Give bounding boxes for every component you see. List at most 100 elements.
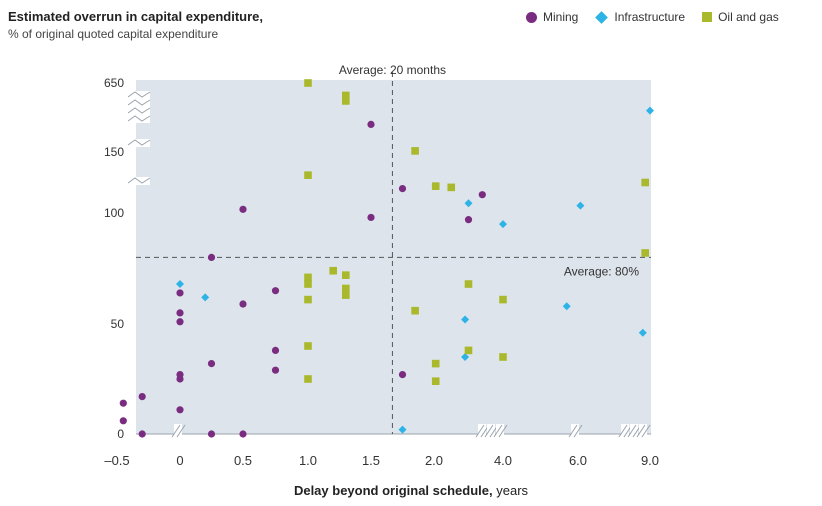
point-mining — [271, 287, 280, 295]
average-delay-label: Average: 20 months — [339, 63, 446, 77]
point-oil-and-gas — [431, 182, 440, 190]
point-mining — [478, 191, 486, 199]
x-axis-break-gap — [630, 424, 638, 438]
chart-title: Estimated overrun in capital expenditure… — [8, 9, 264, 24]
point-oil-and-gas — [464, 280, 473, 288]
y-tick-label: 650 — [104, 76, 124, 90]
x-tick-label: 1.5 — [362, 453, 380, 468]
point-oil-and-gas — [329, 266, 337, 275]
point-mining — [176, 375, 184, 383]
point-mining — [207, 360, 216, 368]
point-oil-and-gas — [304, 280, 312, 288]
point-mining — [176, 289, 184, 297]
point-mining — [367, 213, 375, 222]
point-mining — [398, 185, 407, 193]
legend-item-oil-and-gas: Oil and gas — [702, 10, 779, 24]
y-tick-label: 150 — [104, 145, 124, 159]
point-oil-and-gas — [342, 271, 350, 279]
x-axis-break-mark — [484, 424, 494, 438]
x-axis-break-gap — [174, 424, 182, 438]
legend-label-oil-and-gas: Oil and gas — [718, 10, 779, 24]
y-axis-break-mark — [127, 115, 151, 122]
x-axis-break-mark — [618, 424, 628, 438]
point-infrastructure — [201, 293, 210, 302]
point-mining — [271, 366, 280, 374]
x-axis-break-gap — [571, 424, 579, 438]
x-axis-title-main: Delay beyond original schedule, — [293, 483, 493, 498]
x-axis-break-mark — [568, 424, 578, 438]
point-infrastructure — [562, 302, 571, 311]
x-axis-title-unit: years — [496, 483, 529, 498]
point-mining — [176, 318, 184, 326]
x-tick-label: 0 — [176, 453, 183, 468]
chart-subtitle: % of original quoted capital expenditure — [8, 27, 219, 41]
x-tick-label: 6.0 — [569, 453, 587, 468]
y-axis-break-mark — [127, 91, 151, 98]
x-axis-break-mark — [636, 424, 646, 438]
legend-item-mining: Mining — [526, 10, 578, 24]
x-tick-label: 2.0 — [425, 453, 443, 468]
x-axis-break-mark — [493, 424, 503, 438]
point-mining — [207, 253, 216, 261]
x-axis-break-mark — [176, 424, 186, 438]
legend-swatch-mining — [526, 11, 537, 23]
x-tick-label: –0.5 — [104, 453, 129, 468]
x-axis-break-gap — [496, 424, 504, 438]
point-infrastructure — [398, 425, 407, 434]
y-axis-break-mark — [127, 107, 151, 114]
y-tick-label: 100 — [104, 206, 124, 220]
x-tick-label: 4.0 — [494, 453, 512, 468]
point-oil-and-gas — [464, 346, 473, 355]
point-mining — [239, 205, 247, 213]
point-infrastructure — [638, 328, 647, 337]
point-mining — [119, 417, 127, 425]
point-infrastructure — [461, 315, 470, 324]
point-oil-and-gas — [342, 91, 350, 100]
point-mining — [464, 216, 473, 224]
x-axis-break-mark — [171, 424, 181, 438]
x-axis-break-gap — [478, 424, 486, 438]
point-oil-and-gas — [304, 79, 312, 87]
x-axis-title: Delay beyond original schedule, years — [0, 483, 822, 498]
average-overrun-label: Average: 80% — [564, 264, 639, 278]
point-oil-and-gas — [641, 178, 649, 187]
x-axis-break-mark — [498, 424, 508, 438]
legend-label-infrastructure: Infrastructure — [614, 10, 686, 24]
point-mining — [138, 393, 146, 401]
point-infrastructure — [461, 353, 470, 361]
point-oil-and-gas — [342, 291, 350, 299]
point-infrastructure — [464, 199, 473, 208]
x-tick-label: 0.5 — [234, 453, 252, 468]
point-infrastructure — [176, 280, 184, 289]
point-mining — [138, 430, 146, 438]
y-tick-label: 50 — [111, 317, 125, 331]
point-oil-and-gas — [304, 171, 312, 179]
point-mining — [176, 309, 184, 317]
point-mining — [239, 300, 247, 308]
point-oil-and-gas — [411, 147, 419, 155]
point-mining — [119, 399, 127, 407]
legend-item-infrastructure: Infrastructure — [595, 10, 685, 24]
y-axis-break-mark — [127, 177, 151, 184]
point-infrastructure — [499, 220, 507, 229]
legend-label-mining: Mining — [543, 10, 579, 24]
point-mining — [398, 371, 407, 379]
x-axis-break-mark — [573, 424, 583, 438]
point-infrastructure — [576, 201, 585, 210]
legend: Mining Infrastructure Oil and gas — [526, 10, 796, 24]
point-mining — [207, 430, 216, 438]
x-tick-label: 9.0 — [641, 453, 659, 468]
point-oil-and-gas — [499, 353, 507, 361]
point-oil-and-gas — [304, 375, 312, 383]
point-oil-and-gas — [342, 97, 350, 105]
x-axis-break-gap — [621, 424, 629, 438]
x-axis-break-gap — [639, 424, 647, 438]
point-oil-and-gas — [411, 306, 419, 315]
point-infrastructure — [646, 106, 654, 115]
point-mining — [239, 430, 247, 438]
y-tick-label: 0 — [117, 427, 124, 441]
point-oil-and-gas — [304, 273, 312, 282]
point-oil-and-gas — [431, 377, 440, 385]
point-oil-and-gas — [304, 342, 312, 350]
